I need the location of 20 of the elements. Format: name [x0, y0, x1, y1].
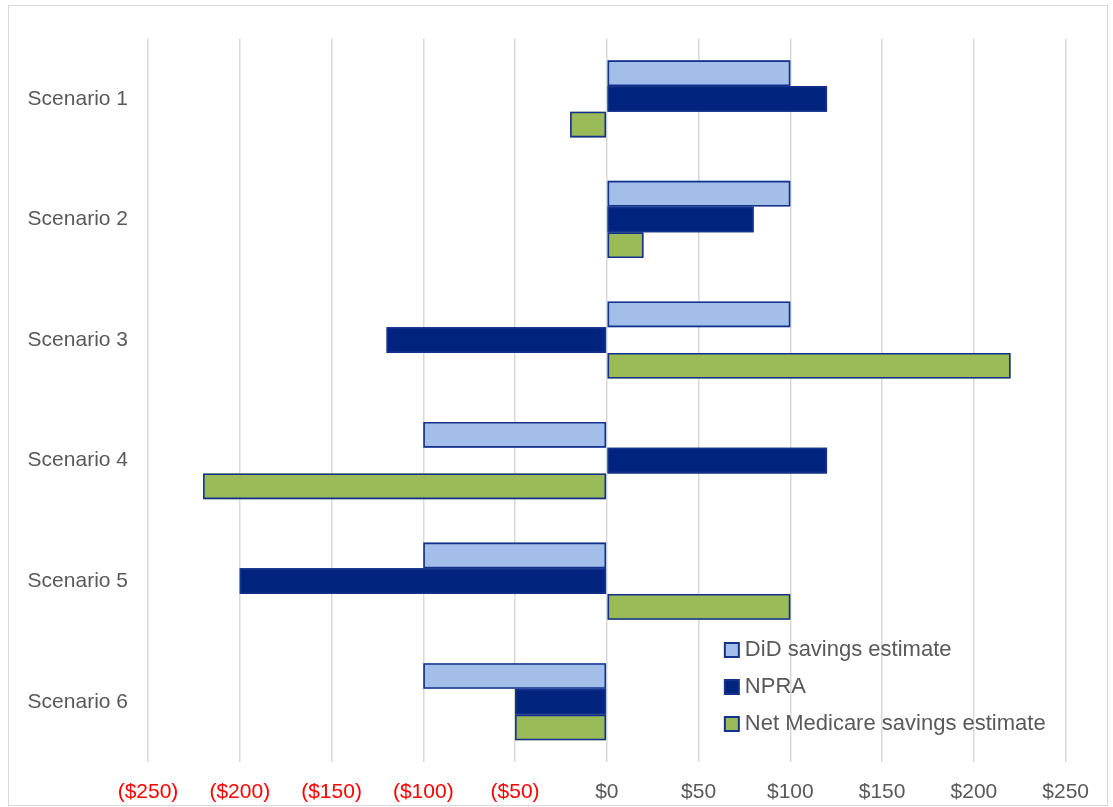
- y-tick-label: Scenario 6: [27, 688, 128, 712]
- x-tick-label: $50: [681, 779, 717, 803]
- y-tick-label: Scenario 1: [27, 85, 128, 109]
- y-tick-label: Scenario 5: [27, 567, 128, 591]
- y-tick-label: Scenario 4: [27, 447, 129, 471]
- legend-label: NPRA: [744, 673, 807, 699]
- legend-label: Net Medicare savings estimate: [744, 710, 1046, 736]
- x-tick-label: ($250): [117, 779, 179, 803]
- x-tick-label: $100: [766, 779, 814, 803]
- x-tick-label: ($150): [301, 779, 362, 803]
- y-tick-label: Scenario 2: [27, 206, 128, 230]
- x-tick-label: $200: [950, 779, 998, 803]
- x-tick-label: $150: [858, 779, 906, 803]
- x-tick-label: $0: [595, 779, 619, 803]
- x-tick-label: ($100): [392, 779, 454, 803]
- y-tick-label: Scenario 3: [27, 326, 128, 350]
- x-tick-label: $250: [1042, 779, 1089, 803]
- x-tick-label: ($200): [209, 779, 271, 803]
- legend-label: DiD savings estimate: [744, 636, 952, 662]
- x-tick-label: ($50): [490, 779, 540, 803]
